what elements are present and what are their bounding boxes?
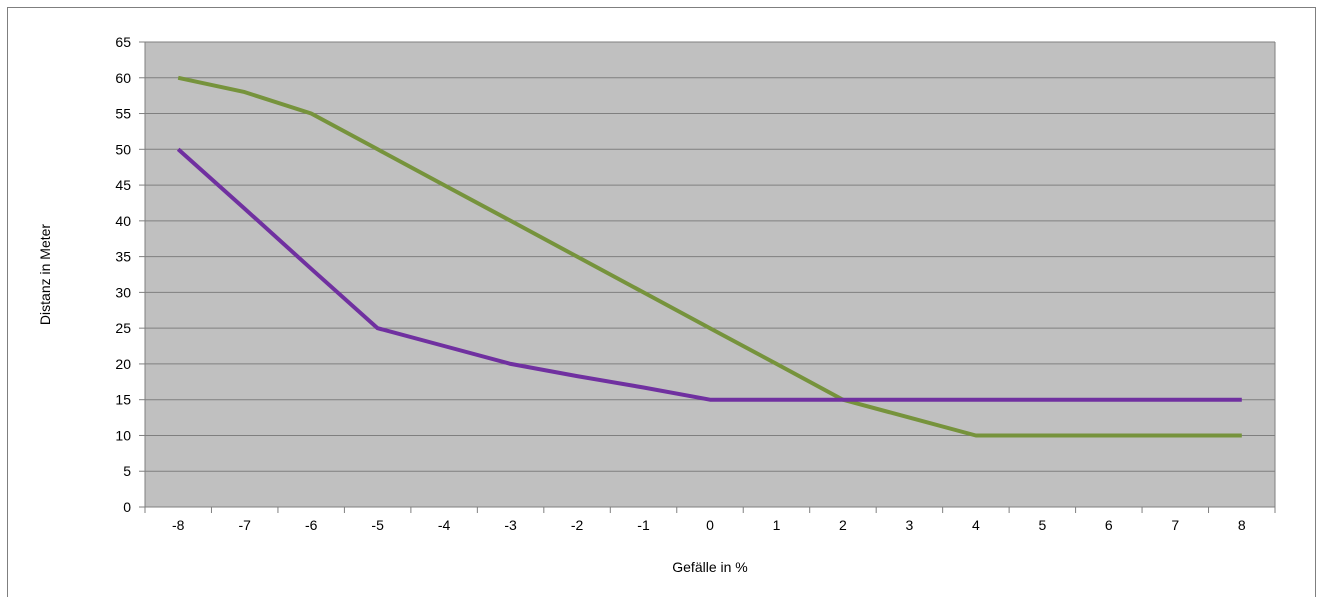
plot-area — [145, 42, 1275, 507]
y-tick-label: 0 — [123, 499, 131, 515]
y-tick-label: 50 — [115, 141, 131, 157]
x-tick-label: -1 — [637, 517, 650, 533]
y-tick-label: 15 — [115, 392, 131, 408]
axes — [139, 41, 1276, 513]
x-tick-label: 4 — [972, 517, 980, 533]
series-lines — [176, 75, 1242, 438]
x-tick-label: 8 — [1238, 517, 1246, 533]
series-line-1 — [177, 75, 1242, 438]
x-tick-label: -3 — [504, 517, 517, 533]
x-axis-title: Gefälle in % — [672, 559, 747, 575]
y-tick-labels: 0 5 10 15 20 25 30 35 40 45 50 55 60 65 — [115, 34, 131, 515]
y-tick-label: 25 — [115, 320, 131, 336]
y-tick-label: 45 — [115, 177, 131, 193]
x-tick-label: 6 — [1105, 517, 1113, 533]
x-tick-labels: -8 -7 -6 -5 -4 -3 -2 -1 0 1 2 3 4 5 6 7 8 — [172, 517, 1246, 533]
x-tick-label: 0 — [706, 517, 714, 533]
y-tick-label: 55 — [115, 106, 131, 122]
y-tick-label: 10 — [115, 427, 131, 443]
x-tick-label: 2 — [839, 517, 847, 533]
x-tick-label: -6 — [305, 517, 318, 533]
series-line-2 — [176, 147, 1242, 402]
x-tick-label: -5 — [371, 517, 384, 533]
x-tick-label: 5 — [1038, 517, 1046, 533]
y-tick-label: 35 — [115, 249, 131, 265]
y-tick-label: 40 — [115, 213, 131, 229]
x-tick-label: -2 — [571, 517, 584, 533]
gridlines — [145, 41, 1275, 472]
x-tick-label: -8 — [172, 517, 185, 533]
y-tick-label: 30 — [115, 284, 131, 300]
x-tick-label: 1 — [773, 517, 781, 533]
y-axis-title: Distanz in Meter — [37, 224, 53, 325]
x-tick-label: 7 — [1171, 517, 1179, 533]
x-tick-label: 3 — [906, 517, 914, 533]
x-tick-label: -7 — [238, 517, 251, 533]
y-tick-label: 5 — [123, 463, 131, 479]
y-tick-label: 20 — [115, 356, 131, 372]
y-tick-label: 65 — [115, 34, 131, 50]
y-tick-label: 60 — [115, 70, 131, 86]
x-tick-label: -4 — [438, 517, 451, 533]
